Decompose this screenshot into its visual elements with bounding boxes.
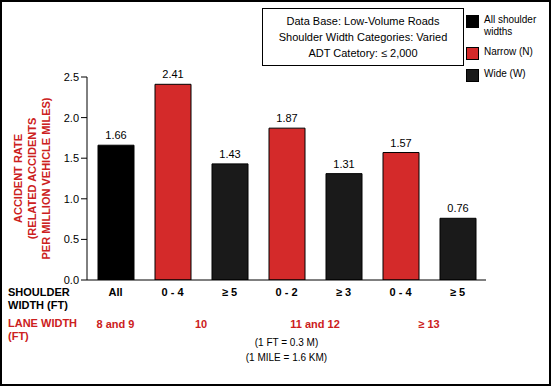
html-text:ADT Catetory: ≤ 2,000: ADT Catetory: ≤ 2,000 bbox=[308, 47, 418, 59]
html-text:Narrow (N): Narrow (N) bbox=[484, 46, 533, 57]
svg-text:0.5: 0.5 bbox=[64, 233, 79, 245]
svg-text:0 - 4: 0 - 4 bbox=[161, 286, 184, 298]
svg-text:≥ 13: ≥ 13 bbox=[418, 318, 439, 330]
svg-text:ACCIDENT RATE: ACCIDENT RATE bbox=[12, 134, 24, 223]
svg-text:0 - 2: 0 - 2 bbox=[275, 286, 297, 298]
svg-text:≥ 5: ≥ 5 bbox=[450, 286, 465, 298]
svg-text:2.0: 2.0 bbox=[64, 112, 79, 124]
svg-text:(1 FT = 0.3 M): (1 FT = 0.3 M) bbox=[255, 337, 318, 348]
svg-text:0.76: 0.76 bbox=[447, 202, 468, 214]
svg-text:0.0: 0.0 bbox=[64, 274, 79, 286]
svg-text:8 and 9: 8 and 9 bbox=[97, 318, 135, 330]
svg-text:1.43: 1.43 bbox=[219, 148, 240, 160]
svg-text:1.57: 1.57 bbox=[390, 137, 411, 149]
svg-text:11 and 12: 11 and 12 bbox=[290, 318, 340, 330]
html-text:Shoulder Width Categories: Var: Shoulder Width Categories: Varied bbox=[278, 31, 448, 43]
html-text:Data Base: Low-Volume Roads: Data Base: Low-Volume Roads bbox=[286, 15, 440, 27]
svg-text:1.5: 1.5 bbox=[64, 152, 79, 164]
html-text:Wide (W): Wide (W) bbox=[484, 68, 526, 79]
svg-text:1.31: 1.31 bbox=[333, 158, 354, 170]
svg-text:2.41: 2.41 bbox=[162, 68, 183, 80]
svg-text:1.66: 1.66 bbox=[105, 129, 126, 141]
svg-text:(RELATED ACCIDENTS: (RELATED ACCIDENTS bbox=[26, 118, 38, 240]
html-text:LANE WIDTH (FT): LANE WIDTH (FT) bbox=[8, 317, 77, 342]
html-text:SHOULDER WIDTH (FT): SHOULDER WIDTH (FT) bbox=[8, 286, 70, 311]
svg-text:PER MILLION VEHICLE MILES): PER MILLION VEHICLE MILES) bbox=[40, 97, 52, 259]
svg-text:10: 10 bbox=[195, 318, 207, 330]
svg-text:2.5: 2.5 bbox=[64, 71, 79, 83]
svg-text:(1 MILE = 1.6 KM): (1 MILE = 1.6 KM) bbox=[246, 352, 327, 363]
svg-text:1.87: 1.87 bbox=[276, 112, 297, 124]
svg-text:All: All bbox=[108, 286, 122, 298]
svg-text:0 - 4: 0 - 4 bbox=[389, 286, 412, 298]
html-text:All shoulder widths: All shoulder widths bbox=[484, 14, 537, 37]
svg-text:1.0: 1.0 bbox=[64, 193, 79, 205]
svg-text:≥ 5: ≥ 5 bbox=[222, 286, 237, 298]
svg-text:≥ 3: ≥ 3 bbox=[336, 286, 351, 298]
